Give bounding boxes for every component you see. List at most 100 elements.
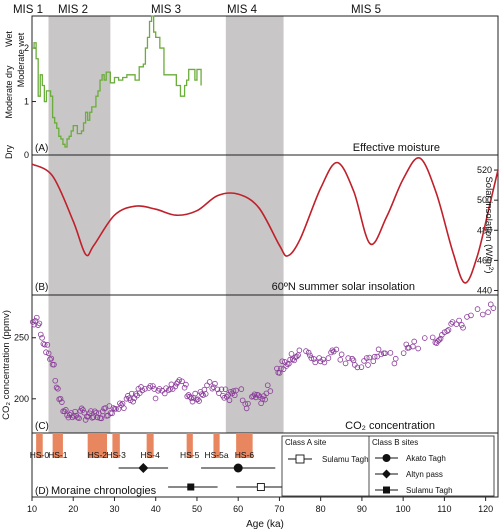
legend-frame [281,435,495,497]
co2-point [371,353,378,360]
hs-bar-hs-5 [186,433,193,458]
hs-label-hs-3: HS-3 [106,450,126,460]
category-moderate-dry: Moderate dry [4,65,14,119]
x-axis-label: Age (ka) [246,519,284,530]
hs-label-hs-1: HS-1 [48,450,68,460]
panel-d-title: Moraine chronologies [51,485,157,497]
co2-point [80,407,86,413]
co2-point [53,384,60,391]
co2-point [109,410,115,417]
co2-point [485,309,491,315]
panel-d-frame [31,432,499,498]
co2-point [278,365,284,372]
x-tick-label: 40 [151,504,161,514]
x-tick-label: 100 [396,504,411,514]
co2-point [130,398,136,405]
legend-diamond-icon [382,469,391,479]
hs-bar-hs-6 [236,433,253,458]
co2-point [487,301,494,308]
panel-b-tick-label: 500 [477,195,492,205]
panel-d-letter: (D) [35,486,49,497]
co2-point [342,360,349,367]
co2-point [76,415,82,422]
co2-point [474,306,481,312]
co2-point [221,395,227,401]
hs-label-hs-4: HS-4 [140,450,160,460]
co2-point [187,393,193,400]
co2-point [52,377,59,384]
co2-point [311,356,317,362]
x-tick-label: 10 [27,504,37,514]
panel-b-tick-label: 520 [477,165,492,175]
co2-point [45,350,52,357]
legend-square-icon [383,486,390,494]
panel-c-axis-label: CO₂ concentration (ppmv) [1,310,12,420]
legend-class-a-title: Class A site [285,438,327,447]
legend-class-a-item: Sulamu Tagh [322,455,369,464]
co2-point [392,355,399,362]
moraine-ages [118,463,286,491]
co2-point [88,408,94,414]
panel-c-title: CO₂ concentration [345,420,435,432]
co2-point [458,322,465,328]
panel-c-tick-label: 200 [14,394,29,404]
co2-point [32,318,39,324]
hs-label-hs-2: HS-2 [88,450,108,460]
x-tick-label: 70 [274,504,284,514]
co2-point [48,355,55,362]
co2-point [226,397,233,404]
co2-point [85,413,92,420]
mis-5-label: MIS 5 [351,4,381,16]
co2-point [337,357,344,363]
co2-point [121,405,127,411]
co2-point [55,385,61,392]
co2-point [437,335,444,342]
co2-point [325,355,332,361]
co2-point [216,390,222,396]
legend-class-b-item-1: Akato Tagh [406,454,446,463]
co2-point [202,391,209,397]
co2-point [366,354,373,361]
hs-bar-hs-2 [87,433,108,458]
co2-point [370,358,377,365]
co2-point [90,414,97,420]
co2-point [293,353,300,360]
co2-point [468,312,474,319]
co2-point [480,311,486,318]
co2-point [78,405,85,412]
co2-point [444,328,450,334]
legend-circle-icon [382,454,391,462]
hs-bar-hs-0 [36,433,43,458]
legend-class-b-item-3: Sulamu Tagh [406,486,453,495]
age-marker-open-square [256,483,265,491]
co2-point [41,341,48,348]
co2-point [40,340,47,347]
co2-point [288,351,295,357]
co2-point [421,335,428,341]
panel-a-tick-label: 0 [24,150,29,160]
co2-point [291,357,297,364]
co2-point [47,356,53,363]
co2-point [179,378,185,385]
hs-bar-hs-1 [52,433,63,458]
panel-b-tick-label: 440 [477,285,492,295]
co2-point [192,390,198,397]
co2-point [227,389,234,395]
co2-point [209,385,216,392]
category-dry: Dry [4,145,14,159]
co2-point [312,359,319,366]
x-tick-label: 110 [437,504,451,514]
co2-point [329,347,336,354]
co2-point [173,380,180,387]
co2-point [460,324,466,331]
mis-4-label: MIS 4 [227,4,258,16]
co2-point [262,396,268,403]
co2-point [110,405,117,411]
co2-point [117,400,123,407]
co2-point [37,331,44,338]
co2-point [99,408,106,415]
panel-b-letter: (B) [35,282,48,293]
co2-point [196,398,202,404]
co2-point [194,396,201,403]
co2-point [206,379,213,385]
